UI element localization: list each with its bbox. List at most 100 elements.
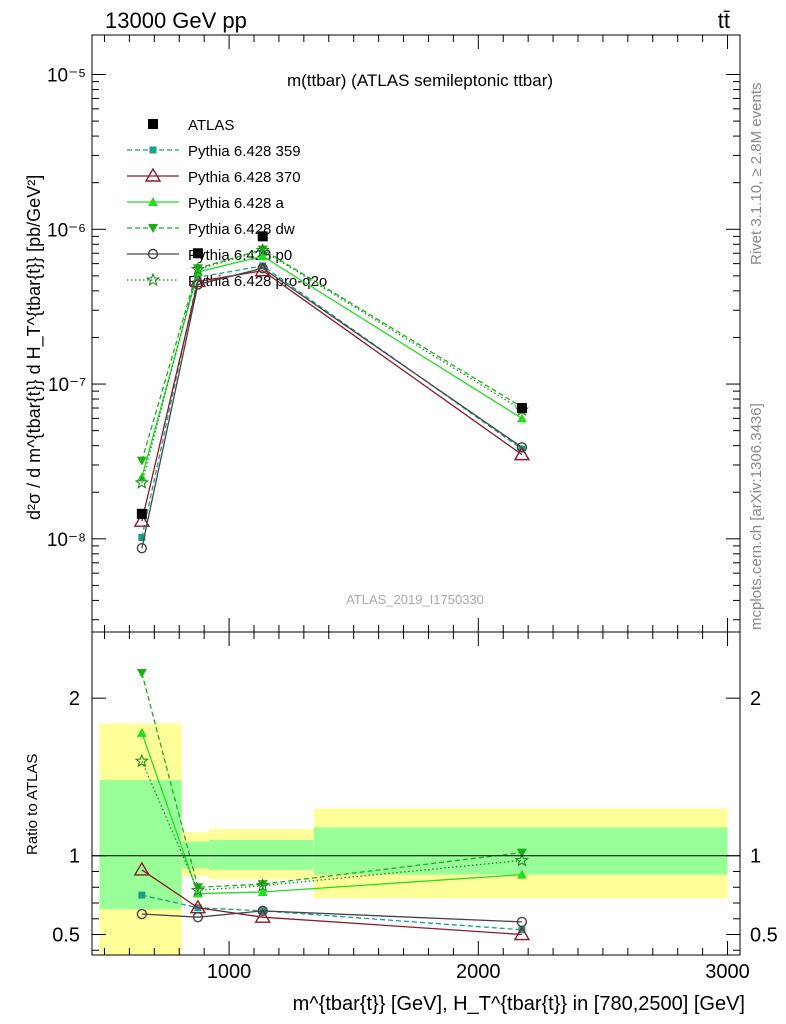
series-line-pdw — [141, 248, 523, 461]
ratio-point-pdw — [516, 848, 527, 858]
legend-label: Pythia 6.428 dw — [188, 221, 295, 238]
ratio-point-pq2o — [514, 853, 530, 867]
main-title: m(ttbar) (ATLAS semileptonic ttbar) — [287, 71, 553, 90]
legend-entry-pa: Pythia 6.428 a — [127, 195, 285, 212]
ratio-series-pp0 — [136, 905, 528, 928]
ratio-y-tick-label: 0.5 — [52, 925, 80, 947]
point-p359 — [194, 273, 202, 281]
band-inner — [181, 841, 210, 869]
point-atlas — [192, 248, 203, 259]
point-atlas — [136, 508, 147, 519]
ratio-y-tick-label-right: 0.5 — [750, 925, 778, 947]
ratio-point-pp0 — [516, 916, 528, 928]
ratio-y-tick-label-right: 2 — [750, 688, 761, 710]
point-pdw — [192, 264, 203, 274]
ratio-line-p359 — [141, 894, 522, 931]
rivet-label: Rivet 3.1.10, ≥ 2.8M events — [748, 83, 765, 266]
series-line-pq2o — [141, 249, 523, 483]
ratio-axes: 0.5 0.5 1 1 2 2 1000 2000 3000 — [52, 631, 778, 983]
series-pp0 — [136, 263, 528, 554]
ratio-line-pp0 — [141, 910, 522, 923]
y-tick-label: 10⁻⁵ — [47, 66, 86, 87]
legend-entry-pq2o: Pythia 6.428 pro-q2o — [127, 272, 327, 290]
ratio-point-pp0 — [192, 911, 204, 923]
ratio-point-pq2o — [255, 878, 270, 892]
ratio-line-pa — [141, 732, 522, 895]
watermark: ATLAS_2019_I1750330 — [346, 592, 484, 607]
ratio-point-p359 — [518, 926, 526, 934]
ratio-ylabel: Ratio to ATLAS — [24, 754, 41, 855]
main-axes: 10⁻⁸ 10⁻⁷ 10⁻⁶ 10⁻⁵ — [47, 34, 741, 633]
ratio-point-pa — [136, 727, 147, 737]
legend-label: Pythia 6.428 359 — [188, 143, 301, 160]
legend-entry-p359: Pythia 6.428 359 — [127, 143, 301, 160]
x-tick-label: 2000 — [456, 961, 501, 983]
main-marks — [133, 231, 531, 554]
legend-marker — [149, 146, 157, 154]
legend-marker — [148, 224, 158, 233]
x-tick-label: 3000 — [705, 961, 750, 983]
mcplots-label: mcplots.cern.ch [arXiv:1306.3436] — [748, 403, 765, 630]
ratio-series-pq2o — [134, 753, 530, 897]
series-line-pa — [141, 255, 523, 478]
series-atlas — [136, 231, 527, 519]
y-tick-label: 10⁻⁸ — [47, 530, 86, 551]
legend: ATLAS Pythia 6.428 359 Pythia 6.428 370 Pyt… — [127, 117, 327, 290]
band-inner — [99, 780, 182, 910]
ratio-point-p370 — [254, 908, 271, 923]
x-tick-label: 1000 — [207, 961, 252, 983]
x-axis-label: m^{tbar{t}} [GeV], H_T^{tbar{t}} in [780… — [293, 993, 745, 1015]
legend-marker — [148, 197, 158, 206]
main-ylabel: d²σ / d m^{tbar{t}} d H_T^{tbar{t}} [pb/… — [24, 175, 45, 520]
ratio-point-pq2o — [190, 882, 206, 897]
ratio-point-p359 — [138, 891, 146, 899]
y-tick-label: 10⁻⁶ — [47, 220, 86, 241]
ratio-point-pdw — [257, 880, 268, 890]
series-line-p370 — [141, 270, 523, 522]
point-pa — [516, 413, 527, 423]
y-tick-label: 10⁻⁷ — [48, 375, 86, 396]
band-inner — [209, 839, 314, 870]
point-pq2o — [255, 242, 270, 257]
point-pp0 — [257, 263, 268, 274]
legend-marker — [144, 167, 162, 182]
legend-label: Pythia 6.428 370 — [188, 169, 301, 186]
ratio-point-pdw — [192, 883, 203, 893]
ratio-line-p370 — [141, 869, 522, 936]
series-pq2o — [134, 242, 530, 489]
header-right: tt̄ — [718, 8, 730, 33]
point-pdw — [136, 456, 147, 466]
point-pq2o — [134, 475, 150, 489]
ratio-marks — [133, 668, 531, 941]
point-pa — [257, 251, 268, 261]
point-p359 — [259, 262, 267, 270]
legend-entry-atlas: ATLAS — [148, 117, 234, 134]
legend-marker — [148, 119, 158, 129]
ratio-point-pa — [257, 886, 268, 896]
ratio-point-pp0 — [257, 905, 268, 917]
point-p359 — [138, 533, 146, 541]
ratio-point-pp0 — [136, 908, 148, 920]
ratio-line-pdw — [141, 672, 523, 888]
uncertainty-bands — [99, 723, 728, 955]
ratio-y-tick-label: 2 — [69, 688, 80, 710]
point-atlas — [257, 231, 268, 242]
series-line-p359 — [141, 265, 523, 538]
legend-label: Pythia 6.428 a — [188, 195, 285, 212]
ratio-point-pdw — [136, 668, 147, 678]
ratio-panel: 0.5 0.5 1 1 2 2 1000 2000 3000 Ratio to ATLAS m^… — [24, 631, 778, 1015]
header-left: 13000 GeV pp — [105, 8, 247, 33]
series-line-pp0 — [141, 267, 523, 549]
ratio-line-pq2o — [141, 760, 522, 892]
series-p359 — [138, 262, 526, 541]
legend-marker — [145, 272, 161, 287]
point-atlas — [516, 403, 527, 414]
ratio-frame — [91, 631, 741, 956]
ratio-point-pq2o — [134, 753, 150, 768]
main-panel: m(ttbar) (ATLAS semileptonic ttbar) ATLA… — [24, 34, 741, 633]
point-pp0 — [136, 542, 148, 554]
point-p359 — [518, 445, 526, 453]
legend-entry-pdw: Pythia 6.428 dw — [127, 221, 295, 238]
legend-marker — [147, 248, 159, 260]
